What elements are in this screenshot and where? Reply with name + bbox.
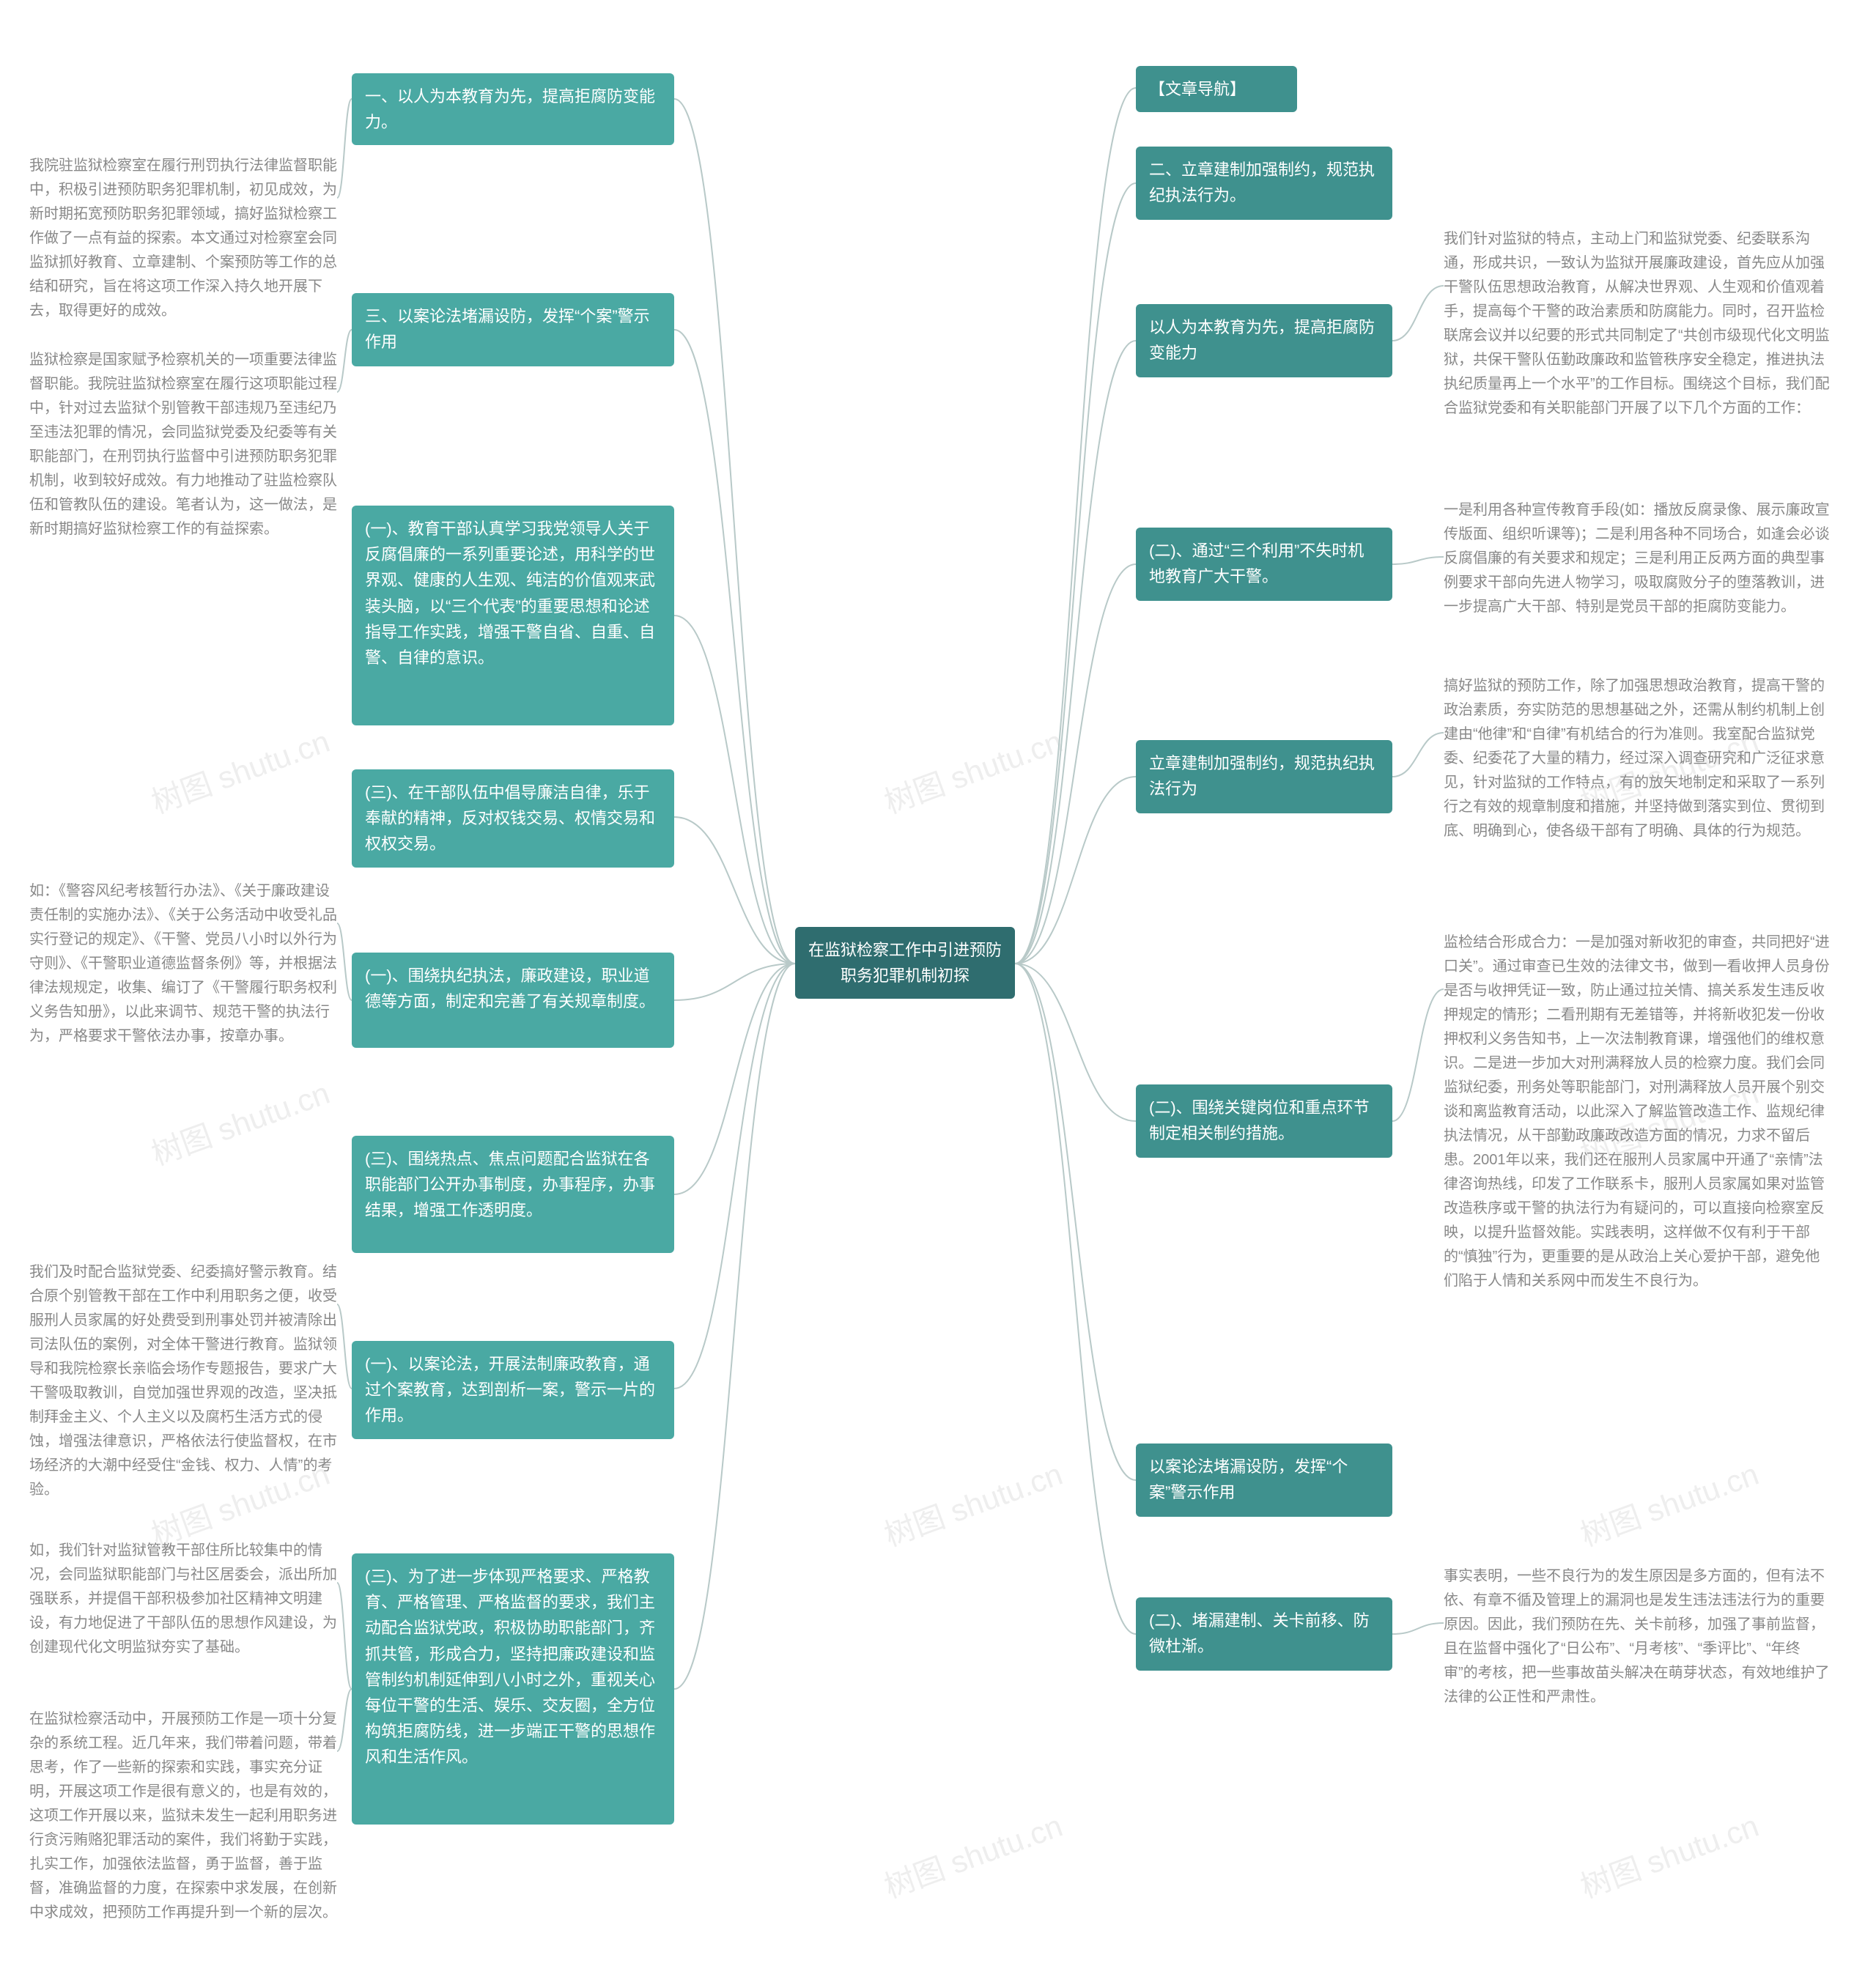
right-node-R0: 【文章导航】 [1136,66,1297,112]
watermark: 树图 shutu.cn [877,1449,1068,1555]
left-node-L4: (一)、教育干部认真学习我党领导人关于反腐倡廉的一系列重要论述，用科学的世界观、… [352,506,674,725]
right-node-R3: (二)、通过“三个利用”不失时机地教育广大干警。 [1136,528,1392,601]
right-node-R1: 二、立章建制加强制约，规范执纪执法行为。 [1136,147,1392,220]
watermark: 树图 shutu.cn [1573,1449,1764,1555]
left-note-LN6: 在监狱检察活动中，开展预防工作是一项十分复杂的系统工程。近几年来，我们带着问题，… [29,1707,337,1925]
right-note-RN1: 我们针对监狱的特点，主动上门和监狱党委、纪委联系沟通，形成共识，一致认为监狱开展… [1444,227,1832,421]
left-node-L7: (三)、围绕热点、焦点问题配合监狱在各职能部门公开办事制度，办事程序，办事结果，… [352,1136,674,1253]
left-note-LN2: 监狱检察是国家赋予检察机关的一项重要法律监督职能。我院驻监狱检察室在履行这项职能… [29,348,337,541]
left-note-LN4: 我们及时配合监狱党委、纪委搞好警示教育。结合原个别管教干部在工作中利用职务之便，… [29,1260,337,1502]
right-note-RN3: 搞好监狱的预防工作，除了加强思想政治教育，提高干警的政治素质，夯实防范的思想基础… [1444,674,1832,843]
right-note-RN5: 事实表明，一些不良行为的发生原因是多方面的，但有法不依、有章不循及管理上的漏洞也… [1444,1564,1832,1709]
left-node-L6: (一)、围绕执纪执法，廉政建设，职业道德等方面，制定和完善了有关规章制度。 [352,953,674,1048]
right-node-R7: (二)、堵漏建制、关卡前移、防微杜渐。 [1136,1597,1392,1671]
right-note-RN4: 监检结合形成合力：一是加强对新收犯的审查，共同把好“进口关”。通过审查已生效的法… [1444,931,1832,1293]
left-node-L9: (三)、为了进一步体现严格要求、严格教育、严格管理、严格监督的要求，我们主动配合… [352,1553,674,1825]
watermark: 树图 shutu.cn [144,1068,335,1174]
left-node-L1: 一、以人为本教育为先，提高拒腐防变能力。 [352,73,674,145]
right-node-R4: 立章建制加强制约，规范执纪执法行为 [1136,740,1392,813]
left-note-LN5: 如，我们针对监狱管教干部住所比较集中的情况，会同监狱职能部门与社区居委会，派出所… [29,1539,337,1660]
right-node-R5: (二)、围绕关键岗位和重点环节制定相关制约措施。 [1136,1084,1392,1158]
left-note-LN1: 我院驻监狱检察室在履行刑罚执行法律监督职能中，积极引进预防职务犯罪机制，初见成效… [29,154,337,323]
left-node-L8: (一)、以案论法，开展法制廉政教育，通过个案教育，达到剖析一案，警示一片的作用。 [352,1341,674,1439]
right-note-RN2: 一是利用各种宣传教育手段(如：播放反腐录像、展示廉政宣传版面、组织听课等)；二是… [1444,498,1832,619]
watermark: 树图 shutu.cn [1573,1801,1764,1907]
left-node-L3: 三、以案论法堵漏设防，发挥“个案”警示作用 [352,293,674,366]
right-node-R2: 以人为本教育为先，提高拒腐防变能力 [1136,304,1392,377]
center-node: 在监狱检察工作中引进预防职务犯罪机制初探 [795,927,1015,999]
left-note-LN3: 如：《警容风纪考核暂行办法》、《关于廉政建设责任制的实施办法》、《关于公务活动中… [29,879,337,1049]
watermark: 树图 shutu.cn [144,717,335,822]
watermark: 树图 shutu.cn [877,1801,1068,1907]
left-node-L5: (三)、在干部队伍中倡导廉洁自律，乐于奉献的精神，反对权钱交易、权情交易和权权交… [352,769,674,868]
watermark: 树图 shutu.cn [877,717,1068,822]
right-node-R6: 以案论法堵漏设防，发挥“个案”警示作用 [1136,1444,1392,1517]
